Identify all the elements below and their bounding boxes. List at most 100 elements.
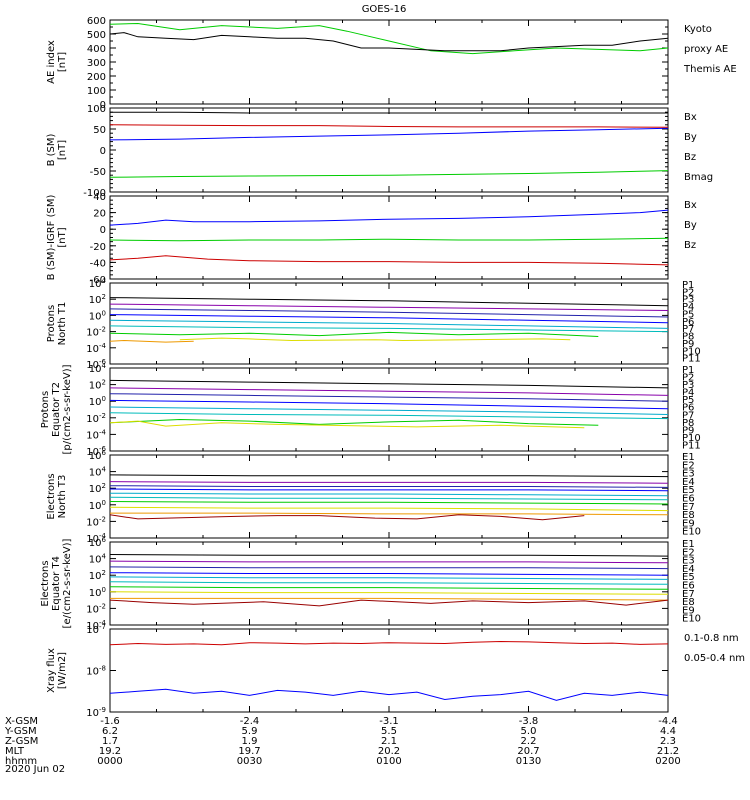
series-e10 [109, 599, 669, 607]
y-tick-label: 100 [89, 499, 106, 512]
footer-value: -3.8 [519, 716, 539, 727]
y-tick-label: 106 [89, 449, 107, 462]
panel-7: 10-9 10-8 10-7 Xray flux [W/m2] 0.1-0.8 nm 0.0… [46, 623, 745, 719]
footer-value: 0130 [516, 756, 541, 767]
footer-value: -3.1 [379, 716, 399, 727]
legend-entry: E4 [682, 477, 695, 488]
legend-entry: Themis AE [683, 64, 737, 75]
footer-value: 6.2 [102, 726, 118, 737]
legend-entry: Kyoto [684, 24, 712, 35]
y-axis-label: Protons [46, 305, 57, 342]
footer-value: 5.0 [521, 726, 537, 737]
y-axis-label: [nT] [57, 52, 68, 72]
series-e5 [109, 492, 669, 497]
footer-value: 2.2 [521, 736, 537, 747]
footer-row-name: Y-GSM [4, 726, 37, 737]
y-axis-label: Equator T4 [51, 556, 62, 611]
y-tick-label: 104 [89, 362, 107, 375]
series-e1 [109, 474, 669, 478]
series-p2 [109, 387, 669, 396]
series-e6 [109, 496, 669, 501]
legend-entry: P9 [682, 425, 694, 436]
y-tick-label: -60 [90, 275, 106, 286]
y-tick-label: 10-7 [86, 623, 106, 636]
legend-entry: E10 [682, 527, 701, 538]
legend-entry: 0.05-0.4 nm [684, 653, 745, 664]
legend-entry: P2 [682, 373, 694, 384]
series-p1 [109, 297, 669, 307]
series-e3 [109, 566, 669, 570]
y-tick-label: 0 [100, 146, 106, 157]
y-tick-label: 10-4 [86, 619, 106, 632]
y-tick-label: 102 [89, 569, 106, 582]
series-e3 [109, 485, 669, 488]
y-tick-label: 0 [100, 100, 106, 111]
footer-row-name: Z-GSM [5, 736, 38, 747]
y-axis-label: [e/(cm2-s-sr-keV)] [62, 538, 73, 628]
y-axis-label: Equator T2 [51, 382, 62, 437]
series-0.1-0.8-nm [109, 640, 669, 646]
series-e1 [109, 554, 669, 557]
legend-entry: proxy AE [684, 44, 728, 55]
legend-entry: E4 [682, 564, 695, 575]
y-axis-label: [W/m2] [57, 652, 68, 689]
panel-frame [109, 19, 669, 105]
panel-2: -60 -40 -20 0 20 40 B (SM)-IGRF (SM) [nT] Bx By Bz [46, 192, 697, 286]
y-axis-label: [p/(cm2-s-sr-keV)] [62, 364, 73, 454]
legend-entry: P11 [682, 440, 701, 451]
panel-0: 0 100 200 300 400 500 600 AE index [nT] Kyoto prox… [46, 16, 737, 111]
legend-entry: E6 [682, 581, 695, 592]
y-tick-label: 100 [89, 309, 106, 322]
panel-4: 10-6 10-4 10-2 100 102 104 Protons Equator T2 [p… [40, 362, 701, 458]
footer-value: 4.4 [660, 726, 676, 737]
y-tick-label: 40 [93, 192, 106, 203]
series-e5 [109, 576, 669, 580]
series-e8 [109, 506, 669, 512]
y-tick-label: -50 [90, 167, 106, 178]
y-axis-label: [nT] [57, 227, 68, 247]
series-e2 [109, 560, 669, 564]
series-bz [109, 255, 669, 266]
plot-title: GOES-16 [362, 4, 407, 15]
legend-entry: E5 [682, 485, 695, 496]
y-axis-label: AE index [46, 40, 57, 84]
legend-entry: P5 [682, 309, 694, 320]
series-p4 [109, 399, 669, 410]
series-by [109, 237, 669, 242]
y-tick-label: 20 [93, 209, 106, 220]
panel-6: 10-4 10-2 100 102 104 106 Electrons Equator T4[… [40, 536, 701, 632]
y-tick-label: 10-2 [86, 326, 106, 339]
y-tick-label: 10-2 [86, 515, 106, 528]
y-tick-label: -100 [83, 188, 106, 199]
y-tick-label: 10-9 [86, 706, 106, 719]
series-themis-ae [109, 32, 669, 52]
y-tick-label: 100 [87, 86, 106, 97]
series-p5 [109, 319, 669, 329]
series-kyoto [109, 22, 669, 55]
y-tick-label: -40 [90, 258, 106, 269]
footer-value: 1.7 [102, 736, 118, 747]
panel-frame [109, 107, 669, 193]
legend-entry: P9 [682, 339, 694, 350]
y-axis-label: Protons [40, 391, 51, 428]
legend-entry: E8 [682, 597, 695, 608]
footer-value: 19.2 [99, 746, 121, 757]
y-axis-label: North T1 [57, 302, 68, 346]
footer-value: 2.1 [381, 736, 397, 747]
legend-entry: P4 [682, 302, 694, 313]
legend-entry: E7 [682, 502, 695, 513]
legend-entry: P1 [682, 365, 694, 376]
y-tick-label: 10-4 [86, 342, 106, 355]
legend-entry: P10 [682, 433, 701, 444]
series-bz [109, 124, 669, 128]
y-axis-label: Electrons [40, 560, 51, 606]
footer-value: 0100 [376, 756, 401, 767]
legend-entry: E1 [682, 452, 695, 463]
footer-value: 20.7 [517, 746, 539, 757]
y-tick-label: 0 [100, 225, 106, 236]
legend-entry: Bx [684, 112, 697, 123]
series-e10 [109, 514, 585, 521]
legend-entry: P8 [682, 332, 694, 343]
y-tick-label: 10-8 [86, 665, 106, 678]
